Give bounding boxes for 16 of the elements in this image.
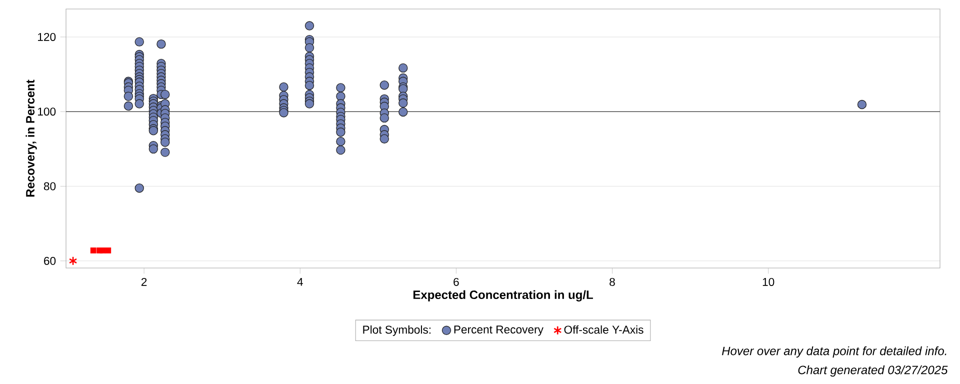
x-tick-label: 4	[297, 278, 303, 286]
y-tick-label: 120	[38, 32, 56, 41]
text: Chart generated 03/27/2025	[798, 365, 948, 377]
text: Hover over any data point for detailed info.	[722, 346, 946, 358]
x-tick-label: 10	[762, 278, 774, 286]
y-tick-label: 100	[38, 108, 56, 116]
y-tick-label: 80	[44, 182, 56, 190]
x-tick-label: 6	[454, 278, 459, 286]
legend-title: Plot Symbols:	[363, 325, 430, 336]
y-tick-label: 60	[44, 256, 56, 265]
x-axis-title: Expected Concentration in ug/L	[413, 290, 593, 302]
x-tick-label: 2	[141, 278, 147, 286]
y-axis-title: Recovery, in Percent	[26, 80, 37, 197]
legend-label: Off-scale Y-Axis	[564, 325, 644, 334]
legend-label: Percent Recovery	[454, 326, 544, 336]
x-tick-label: 8	[610, 278, 615, 286]
